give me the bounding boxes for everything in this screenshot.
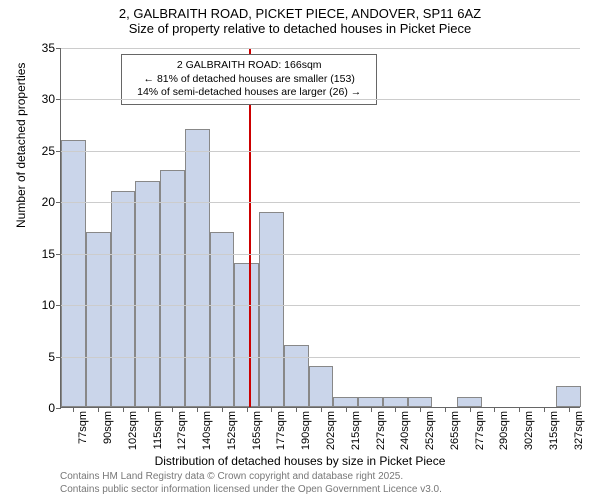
chart-title-line2: Size of property relative to detached ho… xyxy=(0,21,600,36)
gridline xyxy=(61,202,580,203)
plot-area: 2 GALBRAITH ROAD: 166sqm ← 81% of detach… xyxy=(60,48,580,408)
ytick-label: 15 xyxy=(31,247,55,261)
xtick-mark xyxy=(271,407,272,412)
xtick-label: 265sqm xyxy=(449,411,461,450)
xtick-mark xyxy=(73,407,74,412)
xtick-label: 290sqm xyxy=(498,411,510,450)
xtick-mark xyxy=(445,407,446,412)
xtick-mark xyxy=(222,407,223,412)
gridline xyxy=(61,48,580,49)
gridline xyxy=(61,99,580,100)
xtick-label: 127sqm xyxy=(176,411,188,450)
xtick-mark xyxy=(569,407,570,412)
histogram-bar xyxy=(111,191,136,407)
xtick-mark xyxy=(420,407,421,412)
xtick-mark xyxy=(148,407,149,412)
ytick-mark xyxy=(56,254,61,255)
xtick-label: 277sqm xyxy=(474,411,486,450)
xtick-mark xyxy=(247,407,248,412)
ytick-mark xyxy=(56,151,61,152)
ytick-label: 30 xyxy=(31,92,55,106)
xtick-label: 252sqm xyxy=(424,411,436,450)
xtick-mark xyxy=(98,407,99,412)
xtick-mark xyxy=(519,407,520,412)
x-axis-label: Distribution of detached houses by size … xyxy=(0,454,600,468)
y-axis-label: Number of detached properties xyxy=(14,63,28,228)
histogram-bar xyxy=(358,397,383,407)
xtick-mark xyxy=(470,407,471,412)
histogram-bar xyxy=(556,386,581,407)
xtick-mark xyxy=(296,407,297,412)
gridline xyxy=(61,357,580,358)
xtick-mark xyxy=(346,407,347,412)
xtick-mark xyxy=(321,407,322,412)
chart-title-line1: 2, GALBRAITH ROAD, PICKET PIECE, ANDOVER… xyxy=(0,0,600,21)
histogram-bar xyxy=(160,170,185,407)
histogram-bar xyxy=(309,366,334,407)
ytick-mark xyxy=(56,357,61,358)
ytick-mark xyxy=(56,48,61,49)
footnote: Contains HM Land Registry data © Crown c… xyxy=(60,470,442,496)
xtick-label: 190sqm xyxy=(300,411,312,450)
ytick-label: 35 xyxy=(31,41,55,55)
histogram-bar xyxy=(86,232,111,407)
histogram-bar xyxy=(457,397,482,407)
xtick-label: 327sqm xyxy=(573,411,585,450)
ytick-label: 10 xyxy=(31,298,55,312)
xtick-label: 202sqm xyxy=(325,411,337,450)
annotation-line3: 14% of semi-detached houses are larger (… xyxy=(128,86,370,100)
ytick-label: 5 xyxy=(31,350,55,364)
xtick-label: 315sqm xyxy=(548,411,560,450)
xtick-label: 227sqm xyxy=(375,411,387,450)
footnote-line2: Contains public sector information licen… xyxy=(60,483,442,496)
xtick-label: 140sqm xyxy=(201,411,213,450)
histogram-bar xyxy=(61,140,86,407)
ytick-label: 25 xyxy=(31,144,55,158)
histogram-bar xyxy=(333,397,358,407)
ytick-mark xyxy=(56,305,61,306)
histogram-bar xyxy=(383,397,408,407)
annotation-line1: 2 GALBRAITH ROAD: 166sqm xyxy=(128,59,370,73)
histogram-bar xyxy=(408,397,433,407)
annotation-line2: ← 81% of detached houses are smaller (15… xyxy=(128,73,370,87)
xtick-mark xyxy=(395,407,396,412)
histogram-bar xyxy=(234,263,259,407)
xtick-label: 177sqm xyxy=(275,411,287,450)
xtick-label: 302sqm xyxy=(523,411,535,450)
chart-container: 2, GALBRAITH ROAD, PICKET PIECE, ANDOVER… xyxy=(0,0,600,500)
histogram-bar xyxy=(210,232,235,407)
gridline xyxy=(61,151,580,152)
xtick-mark xyxy=(544,407,545,412)
ytick-mark xyxy=(56,202,61,203)
xtick-label: 165sqm xyxy=(251,411,263,450)
footnote-line1: Contains HM Land Registry data © Crown c… xyxy=(60,470,442,483)
histogram-bar xyxy=(135,181,160,407)
histogram-bar xyxy=(284,345,309,407)
xtick-label: 90sqm xyxy=(102,411,114,444)
xtick-mark xyxy=(197,407,198,412)
xtick-label: 115sqm xyxy=(152,411,164,449)
gridline xyxy=(61,305,580,306)
ytick-label: 0 xyxy=(31,401,55,415)
ytick-mark xyxy=(56,408,61,409)
ytick-mark xyxy=(56,99,61,100)
xtick-label: 240sqm xyxy=(399,411,411,450)
histogram-bar xyxy=(259,212,284,407)
xtick-mark xyxy=(371,407,372,412)
xtick-mark xyxy=(123,407,124,412)
ytick-label: 20 xyxy=(31,195,55,209)
histogram-bar xyxy=(185,129,210,407)
xtick-label: 152sqm xyxy=(226,411,238,450)
gridline xyxy=(61,254,580,255)
chart-wrap: 2 GALBRAITH ROAD: 166sqm ← 81% of detach… xyxy=(60,48,580,428)
xtick-mark xyxy=(172,407,173,412)
annotation-box: 2 GALBRAITH ROAD: 166sqm ← 81% of detach… xyxy=(121,54,377,105)
xtick-mark xyxy=(494,407,495,412)
xtick-label: 102sqm xyxy=(127,411,139,450)
xtick-label: 215sqm xyxy=(350,411,362,450)
xtick-label: 77sqm xyxy=(77,411,89,444)
